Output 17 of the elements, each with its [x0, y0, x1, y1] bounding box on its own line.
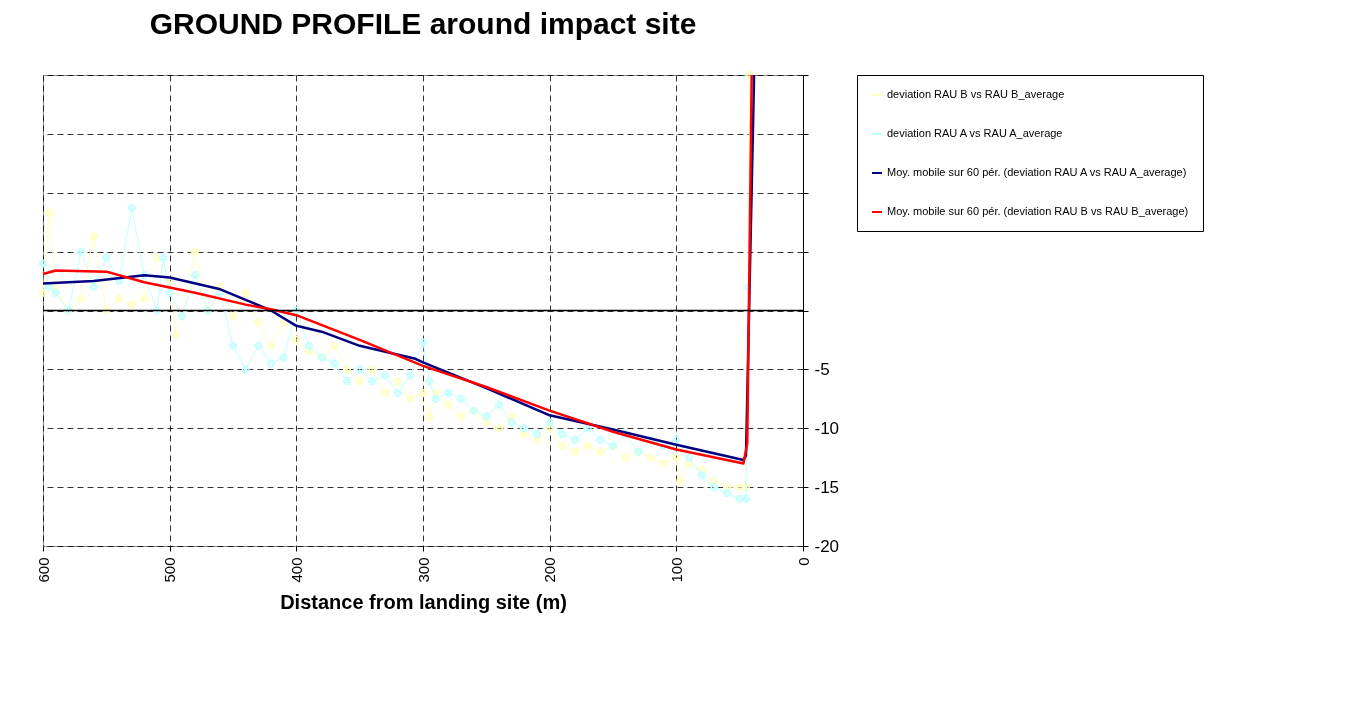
x-tick-label: 0	[794, 557, 812, 566]
y-tick-label: -15	[814, 477, 840, 497]
y-tick-label: -5	[814, 359, 830, 379]
y-tick-label: -20	[814, 536, 840, 556]
x-axis-title: Distance from landing site (m)	[280, 590, 567, 613]
legend-label: deviation RAU B vs RAU B_average	[887, 88, 1065, 100]
legend-label: Moy. mobile sur 60 pér. (deviation RAU B vs RAU B_average)	[887, 205, 1189, 217]
legend-label: deviation RAU A vs RAU A_average	[887, 127, 1063, 139]
x-tick-label: 600	[34, 557, 52, 583]
x-tick-label: 100	[667, 557, 685, 583]
legend-label: Moy. mobile sur 60 pér. (deviation RAU A vs RAU A_average)	[887, 166, 1187, 178]
x-tick-label: 200	[541, 557, 559, 583]
chart-title: GROUND PROFILE around impact site	[149, 7, 697, 40]
y-tick-label: -10	[814, 418, 840, 438]
x-tick-label: 300	[414, 557, 432, 583]
x-tick-label: 500	[161, 557, 179, 583]
x-tick-label: 400	[287, 557, 305, 583]
